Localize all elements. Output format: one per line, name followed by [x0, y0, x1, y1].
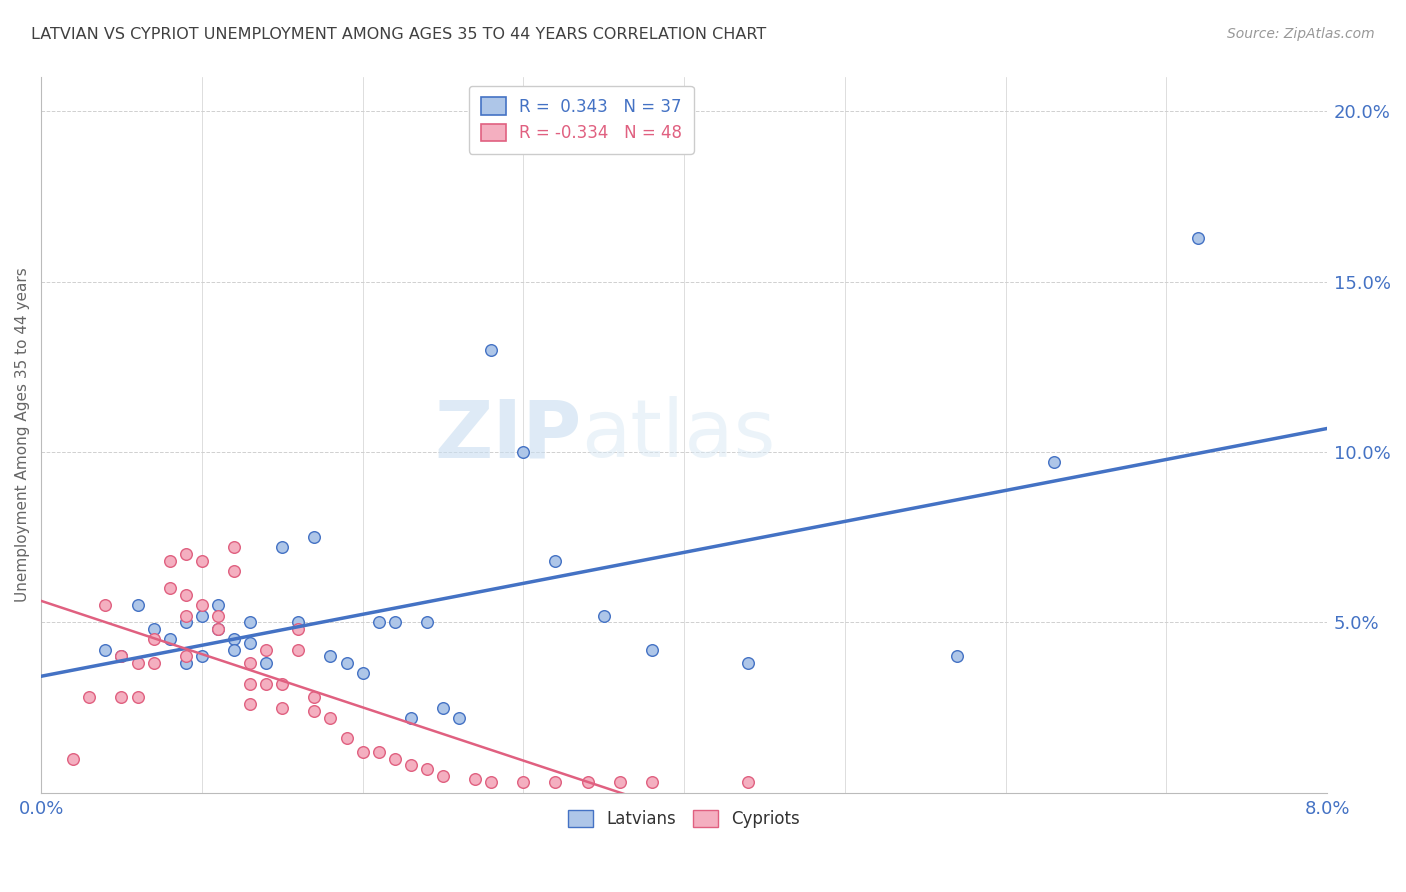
Point	[544, 554, 567, 568]
Point	[367, 745, 389, 759]
Point	[479, 343, 502, 357]
Point	[207, 599, 229, 613]
Point	[287, 615, 309, 630]
Point	[254, 642, 277, 657]
Point	[207, 622, 229, 636]
Point	[191, 608, 214, 623]
Point	[609, 775, 631, 789]
Point	[335, 657, 357, 671]
Point	[174, 649, 197, 664]
Point	[737, 775, 759, 789]
Point	[239, 636, 262, 650]
Text: Source: ZipAtlas.com: Source: ZipAtlas.com	[1227, 27, 1375, 41]
Text: LATVIAN VS CYPRIOT UNEMPLOYMENT AMONG AGES 35 TO 44 YEARS CORRELATION CHART: LATVIAN VS CYPRIOT UNEMPLOYMENT AMONG AG…	[31, 27, 766, 42]
Point	[191, 649, 214, 664]
Point	[271, 541, 294, 555]
Point	[127, 690, 149, 705]
Point	[142, 657, 165, 671]
Point	[287, 642, 309, 657]
Point	[222, 564, 245, 578]
Point	[319, 711, 342, 725]
Point	[641, 642, 664, 657]
Point	[464, 772, 486, 786]
Point	[447, 711, 470, 725]
Point	[127, 599, 149, 613]
Point	[319, 649, 342, 664]
Point	[737, 657, 759, 671]
Point	[576, 775, 599, 789]
Point	[174, 657, 197, 671]
Point	[222, 632, 245, 647]
Point	[367, 615, 389, 630]
Point	[159, 632, 181, 647]
Point	[174, 547, 197, 561]
Y-axis label: Unemployment Among Ages 35 to 44 years: Unemployment Among Ages 35 to 44 years	[15, 268, 30, 602]
Point	[174, 588, 197, 602]
Point	[222, 541, 245, 555]
Point	[479, 775, 502, 789]
Point	[287, 622, 309, 636]
Point	[94, 642, 117, 657]
Point	[94, 599, 117, 613]
Point	[384, 751, 406, 765]
Point	[207, 622, 229, 636]
Point	[641, 775, 664, 789]
Point	[271, 700, 294, 714]
Point	[544, 775, 567, 789]
Point	[254, 676, 277, 690]
Point	[110, 649, 132, 664]
Point	[239, 676, 262, 690]
Point	[159, 554, 181, 568]
Point	[304, 704, 326, 718]
Point	[191, 554, 214, 568]
Point	[159, 582, 181, 596]
Point	[432, 700, 454, 714]
Point	[512, 775, 534, 789]
Point	[304, 530, 326, 544]
Point	[62, 751, 84, 765]
Point	[304, 690, 326, 705]
Point	[239, 657, 262, 671]
Point	[142, 622, 165, 636]
Point	[110, 649, 132, 664]
Point	[416, 615, 439, 630]
Point	[592, 608, 614, 623]
Point	[384, 615, 406, 630]
Legend: Latvians, Cypriots: Latvians, Cypriots	[561, 803, 807, 834]
Point	[79, 690, 101, 705]
Point	[432, 769, 454, 783]
Text: atlas: atlas	[581, 396, 776, 474]
Point	[399, 711, 422, 725]
Point	[110, 690, 132, 705]
Point	[512, 445, 534, 459]
Point	[174, 608, 197, 623]
Point	[127, 657, 149, 671]
Point	[335, 731, 357, 746]
Point	[352, 745, 374, 759]
Point	[207, 608, 229, 623]
Point	[1042, 455, 1064, 469]
Point	[271, 676, 294, 690]
Point	[254, 657, 277, 671]
Point	[191, 599, 214, 613]
Point	[399, 758, 422, 772]
Point	[174, 615, 197, 630]
Point	[239, 697, 262, 711]
Point	[946, 649, 969, 664]
Point	[142, 632, 165, 647]
Point	[416, 762, 439, 776]
Text: ZIP: ZIP	[434, 396, 581, 474]
Point	[222, 642, 245, 657]
Point	[239, 615, 262, 630]
Point	[1187, 230, 1209, 244]
Point	[352, 666, 374, 681]
